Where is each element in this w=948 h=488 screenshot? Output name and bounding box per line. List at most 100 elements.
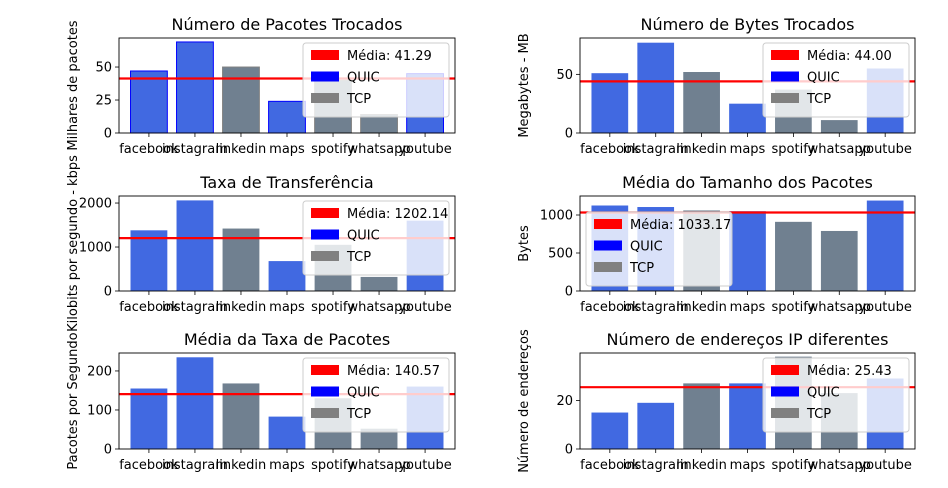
x-tick-label: linkedin: [216, 142, 267, 157]
bar-whatsapp: [820, 120, 858, 133]
bar-maps: [729, 211, 766, 291]
x-tick-label: maps: [269, 142, 305, 157]
legend-entry-quic-label: QUIC: [807, 386, 840, 401]
bar-whatsapp: [820, 230, 858, 291]
bar-maps: [268, 261, 306, 291]
legend-entry-mean-label: Média: 1033.17: [630, 218, 731, 233]
bar-maps: [729, 383, 766, 449]
x-tick-label: facebook: [119, 458, 179, 473]
legend-entry-quic-swatch: [771, 386, 799, 397]
y-tick-label: 0: [565, 285, 573, 300]
chart-title: Média da Taxa de Pacotes: [184, 330, 390, 349]
legend-entry-quic-swatch: [771, 71, 799, 82]
legend-entry-quic-swatch: [311, 386, 339, 397]
bar-instagram: [176, 41, 214, 134]
bar-facebook: [130, 230, 168, 291]
legend-entry-quic-label: QUIC: [347, 229, 380, 244]
bar-maps: [268, 100, 306, 134]
y-tick-label: 100: [87, 403, 112, 418]
y-axis-label: Pacotes por Segundo: [66, 332, 81, 469]
legend: Média: 44.00 QUIC TCP: [762, 42, 910, 118]
x-tick-label: linkedin: [216, 458, 267, 473]
x-tick-label: whatsapp: [808, 458, 871, 473]
y-axis-label: Número de endereços: [517, 329, 532, 473]
x-tick-label: spotify: [772, 458, 816, 473]
x-tick-label: facebook: [580, 300, 640, 315]
bar-spotify: [775, 221, 812, 291]
legend-entry-quic-label: QUIC: [630, 240, 663, 255]
x-tick-label: maps: [730, 300, 766, 315]
bar-facebook: [130, 388, 168, 449]
x-tick-label: instagram: [162, 458, 228, 473]
bar-linkedin: [222, 66, 260, 134]
legend: Média: 1033.17 QUIC TCP: [585, 211, 733, 287]
bar-instagram: [176, 357, 214, 449]
chart-title: Número de Pacotes Trocados: [172, 15, 403, 34]
bar-facebook: [591, 412, 629, 449]
x-tick-label: spotify: [311, 142, 355, 157]
y-tick-label: 1000: [540, 209, 573, 224]
legend-entry-quic-swatch: [594, 240, 622, 251]
chart-title: Número de endereços IP diferentes: [607, 330, 889, 349]
y-tick-label: 20: [556, 394, 573, 409]
legend-entry-tcp-swatch: [311, 93, 339, 103]
bar-instagram: [176, 200, 214, 291]
x-tick-label: facebook: [119, 142, 179, 157]
x-tick-label: linkedin: [676, 142, 727, 157]
legend-entry-mean-swatch: [771, 50, 799, 60]
x-tick-label: instagram: [623, 142, 689, 157]
legend-entry-tcp-label: TCP: [346, 407, 371, 422]
legend-entry-mean-swatch: [311, 365, 339, 375]
legend-entry-mean-swatch: [771, 365, 799, 375]
bar-linkedin: [683, 383, 720, 449]
legend-entry-mean-swatch: [311, 50, 339, 60]
legend-entry-tcp-label: TCP: [806, 92, 831, 107]
x-tick-label: spotify: [311, 458, 355, 473]
legend-box: [302, 200, 450, 276]
legend-entry-mean-label: Média: 1202.14: [347, 207, 448, 222]
y-axis-label: Kilobits por segundo - kbps: [66, 155, 81, 332]
bar-instagram: [637, 402, 675, 449]
legend-box: [762, 357, 910, 433]
legend-entry-quic-label: QUIC: [347, 386, 380, 401]
legend: Média: 41.29 QUIC TCP: [302, 42, 450, 118]
legend-entry-tcp-label: TCP: [346, 92, 371, 107]
legend-entry-mean-label: Média: 41.29: [347, 49, 432, 64]
y-axis-label: Milhares de pacotes: [66, 20, 81, 150]
x-tick-label: instagram: [623, 300, 689, 315]
x-tick-label: whatsapp: [347, 142, 410, 157]
legend: Média: 140.57 QUIC TCP: [302, 357, 450, 433]
y-tick-label: 50: [556, 68, 573, 83]
legend-entry-quic-label: QUIC: [807, 71, 840, 86]
legend-entry-tcp-swatch: [311, 251, 339, 261]
bar-maps: [268, 416, 306, 449]
x-tick-label: maps: [269, 458, 305, 473]
legend-entry-tcp-swatch: [771, 93, 799, 103]
legend-entry-tcp-swatch: [311, 408, 339, 418]
legend-entry-quic-swatch: [311, 71, 339, 82]
chart-title: Taxa de Transferência: [199, 173, 373, 192]
y-axis-label: Bytes: [517, 225, 532, 262]
x-tick-label: maps: [730, 142, 766, 157]
x-tick-label: whatsapp: [347, 300, 410, 315]
x-tick-label: whatsapp: [808, 142, 871, 157]
x-tick-label: spotify: [772, 142, 816, 157]
x-tick-label: youtube: [858, 142, 911, 157]
y-tick-label: 0: [565, 443, 573, 458]
legend-box: [762, 42, 910, 118]
legend: Média: 25.43 QUIC TCP: [762, 357, 910, 433]
x-tick-label: youtube: [398, 300, 451, 315]
bar-whatsapp: [360, 428, 398, 449]
legend-entry-tcp-label: TCP: [346, 250, 371, 265]
x-tick-label: youtube: [858, 300, 911, 315]
bar-instagram: [637, 42, 675, 133]
x-tick-label: maps: [269, 300, 305, 315]
legend-box: [302, 357, 450, 433]
legend-entry-mean-swatch: [594, 219, 622, 229]
x-tick-label: facebook: [580, 458, 640, 473]
y-axis-label: Megabytes - MB: [517, 33, 532, 137]
